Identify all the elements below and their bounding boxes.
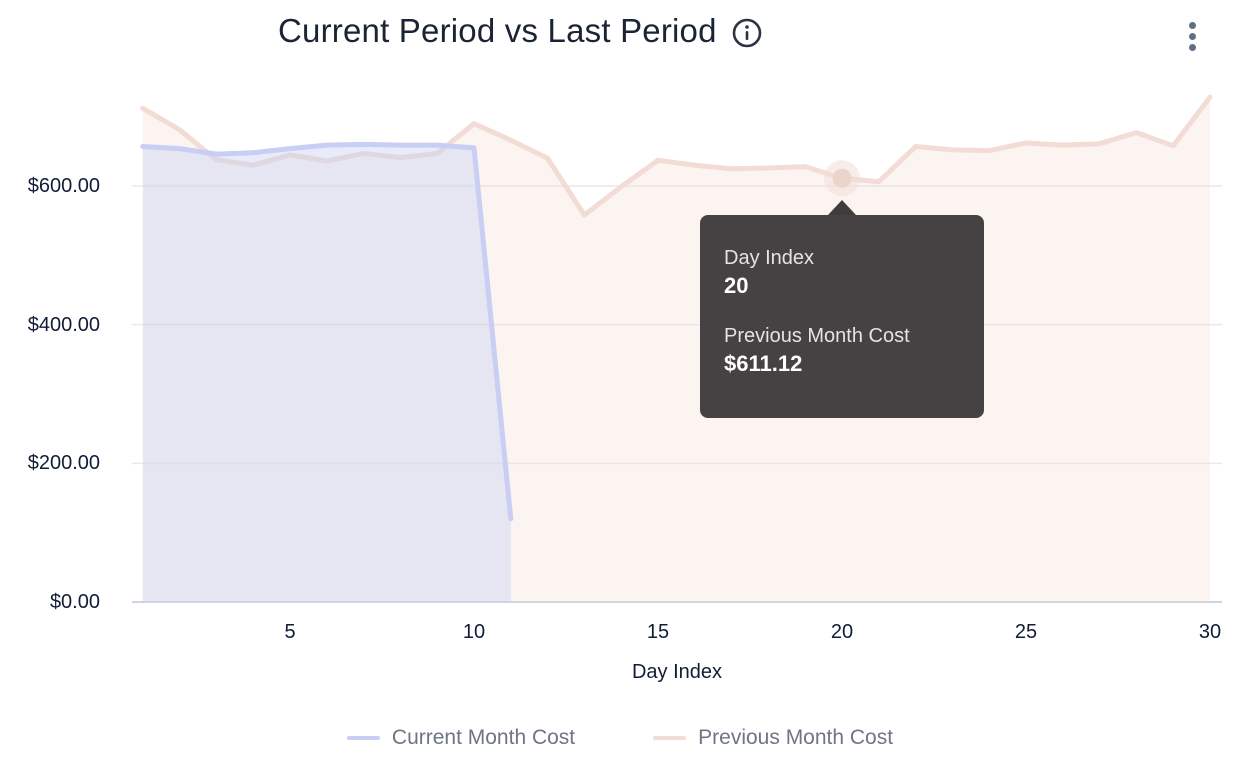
current-month-cost-area: [142, 144, 511, 602]
chart-title: Current Period vs Last Period: [278, 12, 717, 49]
kebab-dot: [1188, 21, 1196, 29]
x-axis-tick-label: 20: [830, 621, 854, 643]
legend-label: Previous Month Cost: [698, 726, 894, 749]
x-axis-tick-label: 15: [646, 621, 670, 643]
legend-item-previous-month[interactable]: Previous Month Cost: [653, 726, 893, 750]
kebab-menu-icon[interactable]: [1178, 16, 1206, 56]
x-axis-tick-label: 30: [1198, 621, 1222, 643]
x-axis-tick-label: 10: [462, 621, 486, 643]
kebab-dot: [1188, 32, 1196, 40]
info-icon[interactable]: [731, 17, 763, 49]
x-axis-tick-label: 5: [284, 621, 296, 643]
y-axis-tick-label: $600.00: [27, 175, 100, 197]
current-month-cost-line: [140, 141, 514, 522]
previous-month-swatch-icon: [653, 735, 687, 741]
legend-label: Current Month Cost: [391, 726, 576, 749]
previous-month-cost-line: [140, 94, 1213, 218]
y-axis-tick-label: $200.00: [27, 452, 100, 475]
chart-header: Current Period vs Last Period: [278, 12, 763, 50]
legend-item-current-month[interactable]: Current Month Cost: [346, 726, 576, 750]
y-axis-tick-label: $0.00: [49, 591, 100, 613]
highlight-point[interactable]: [832, 168, 852, 188]
current-month-swatch-icon: [346, 735, 380, 741]
x-axis-tick-label: 25: [1014, 621, 1038, 643]
x-axis-title: Day Index: [631, 661, 723, 683]
chart-legend: Current Month Cost Previous Month Cost: [0, 726, 1240, 750]
kebab-dot: [1188, 43, 1196, 51]
y-axis-tick-label: $400.00: [27, 313, 100, 336]
